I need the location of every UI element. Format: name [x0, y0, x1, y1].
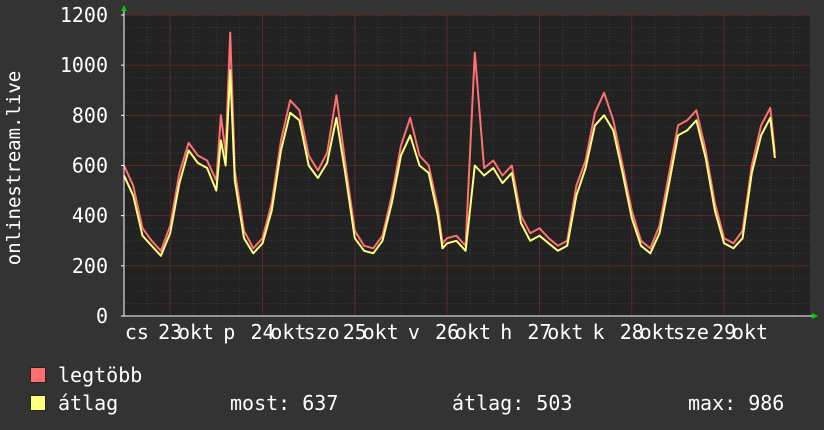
x-tick-label: okt	[178, 320, 214, 344]
y-tick-label: 800	[72, 103, 108, 127]
y-tick-labels: 0 200 400 600 800 1000 1200	[60, 3, 124, 328]
legend-label-max: legtöbb	[58, 363, 143, 387]
x-tick-label: 29	[712, 320, 736, 344]
x-tick-label: 26	[435, 320, 459, 344]
legend-swatch-avg	[30, 395, 46, 411]
x-tick-label: h	[500, 320, 512, 344]
stat-avg: átlag: 503	[452, 391, 573, 415]
axes	[121, 5, 818, 319]
stat-now: most: 637	[230, 391, 339, 415]
x-tick-label: cs	[125, 320, 149, 344]
y-axis-arrow-icon	[121, 5, 127, 11]
x-tick-label: 23	[158, 320, 182, 344]
legend-label-avg: átlag	[58, 391, 119, 415]
series-lines	[123, 31, 776, 257]
y-tick-label: 400	[72, 204, 108, 228]
x-axis-arrow-icon	[812, 313, 818, 319]
x-tick-label: 27	[527, 320, 551, 344]
x-tick-label: szo	[304, 320, 340, 344]
x-tick-label: okt	[547, 320, 583, 344]
series-line-avg	[123, 69, 776, 257]
x-tick-label: okt	[732, 320, 768, 344]
stat-max: max: 986	[688, 391, 785, 415]
x-tick-label: 25	[343, 320, 367, 344]
y-tick-label: 600	[72, 154, 108, 178]
x-tick-label: p	[223, 320, 235, 344]
x-tick-label: k	[593, 320, 605, 344]
legend-swatch-max	[30, 367, 46, 383]
x-tick-label: 24	[250, 320, 274, 344]
grid	[123, 14, 810, 317]
x-tick-label: 28	[620, 320, 644, 344]
legend-row-avg: átlag most: 637 átlag: 503 max: 986	[30, 392, 824, 414]
x-tick-label: okt	[640, 320, 676, 344]
x-tick-label: okt	[363, 320, 399, 344]
x-tick-label: v	[408, 320, 420, 344]
y-tick-label: 1000	[60, 53, 108, 77]
y-tick-label: 0	[96, 304, 108, 328]
x-tick-label: okt	[455, 320, 491, 344]
y-axis-label: onlinestream.live	[3, 71, 25, 265]
x-tick-label: sze	[673, 320, 709, 344]
x-tick-label: okt	[270, 320, 306, 344]
y-tick-label: 200	[72, 254, 108, 278]
y-tick-label: 1200	[60, 3, 108, 27]
